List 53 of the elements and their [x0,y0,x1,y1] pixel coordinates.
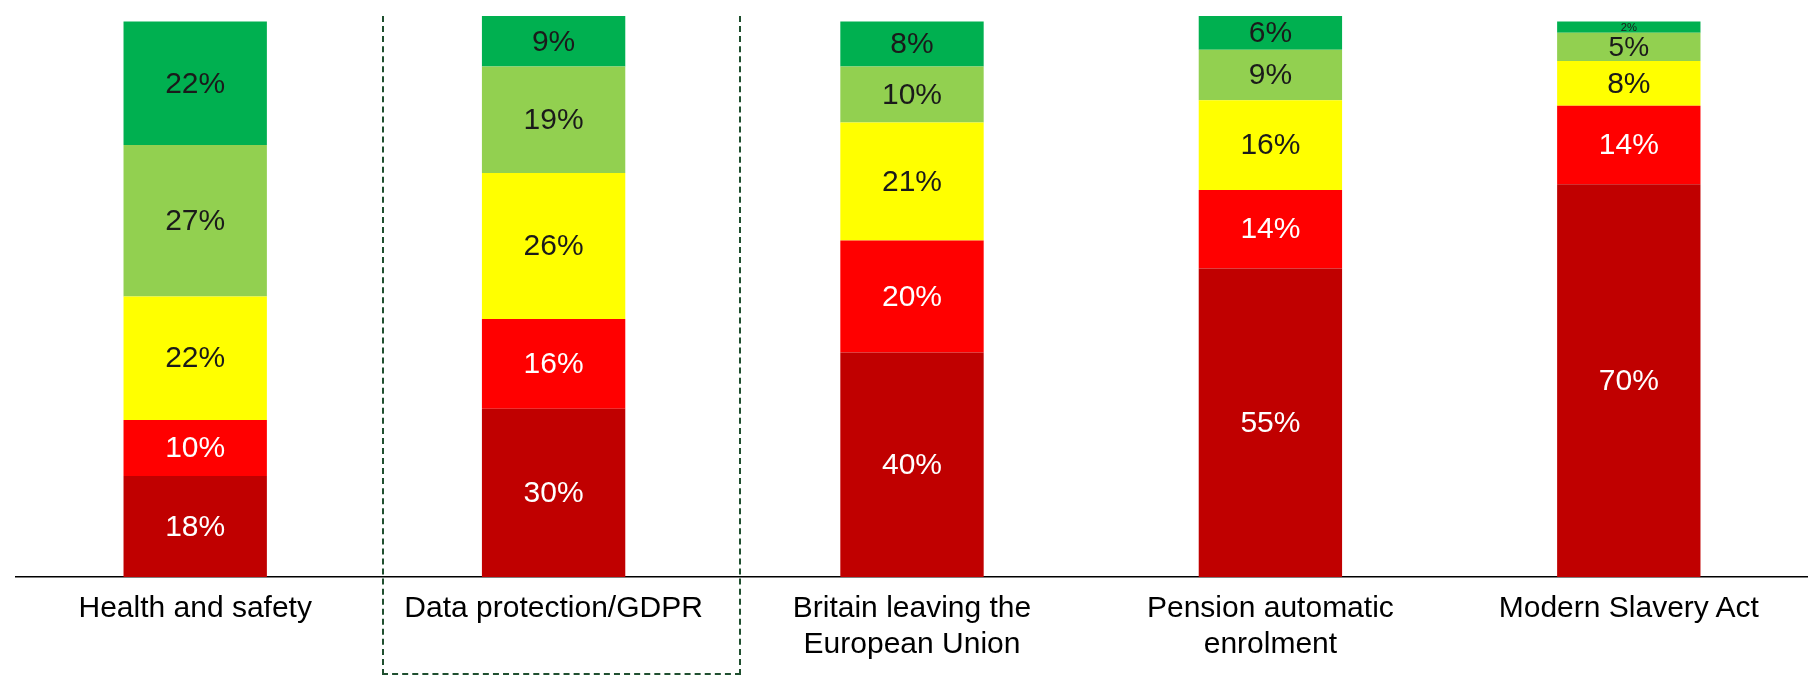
x-tick-label: Pension automatic enrolment [1146,590,1394,660]
data-label: 9% [531,23,576,57]
bar [481,408,626,577]
bar [1198,268,1343,577]
data-label: 10% [165,430,226,464]
bar [1557,32,1701,61]
bar [123,21,267,146]
data-label: 40% [881,447,943,481]
data-label: 6% [1248,15,1293,49]
data-label: 20% [881,278,943,312]
data-label: 27% [165,203,226,237]
x-tick-label: Health and safety [78,590,312,624]
bar [123,476,267,577]
bar [1557,21,1701,33]
data-label: 16% [1240,127,1301,161]
bar [1557,105,1701,185]
bar [840,66,984,123]
bar [123,296,267,420]
data-label: 22% [165,340,226,374]
data-label: 19% [523,102,584,136]
x-tick-label: Britain leaving the European Union [792,590,1032,660]
data-label: 30% [523,475,584,509]
bar [123,145,267,297]
data-label: 18% [165,508,226,542]
data-label: 21% [881,163,943,197]
bar [840,122,984,241]
bar [481,66,626,174]
data-label: 70% [1598,362,1659,396]
data-label: 16% [523,346,584,380]
x-tick-label: Data protection/GDPR [404,590,703,624]
x-tick-label: Modern Slavery Act [1498,590,1760,624]
bar [840,21,984,67]
data-label: 26% [523,228,584,262]
data-label: 55% [1240,404,1301,438]
data-label: 8% [890,26,934,60]
bar [481,318,626,409]
bar [840,240,984,353]
bar [481,16,626,67]
data-label: 8% [1607,65,1651,99]
data-label: 14% [1240,211,1301,245]
bar [1198,16,1343,50]
bar [840,352,984,577]
bar [1198,100,1343,190]
data-label: 9% [1248,57,1293,91]
data-label: 22% [165,65,226,99]
data-label: 10% [881,76,943,110]
bar [123,419,267,477]
bar [1198,49,1343,101]
bar [481,173,626,319]
bar [1557,60,1701,106]
bar [1198,189,1343,269]
data-label: 14% [1598,127,1659,161]
bar [1557,184,1701,577]
